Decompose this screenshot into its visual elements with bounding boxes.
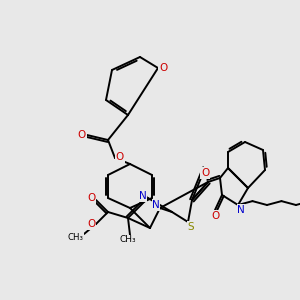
Text: S: S <box>188 222 194 232</box>
Text: O: O <box>87 193 95 203</box>
Text: CH₃: CH₃ <box>120 236 136 244</box>
Text: O: O <box>87 219 95 229</box>
Text: N: N <box>139 191 147 201</box>
Text: O: O <box>211 211 219 221</box>
Text: N: N <box>237 205 245 215</box>
Text: O: O <box>116 152 124 162</box>
Text: O: O <box>201 168 209 178</box>
Text: O: O <box>78 130 86 140</box>
Text: CH₃: CH₃ <box>68 232 84 242</box>
Text: O: O <box>159 63 167 73</box>
Text: N: N <box>152 200 160 210</box>
